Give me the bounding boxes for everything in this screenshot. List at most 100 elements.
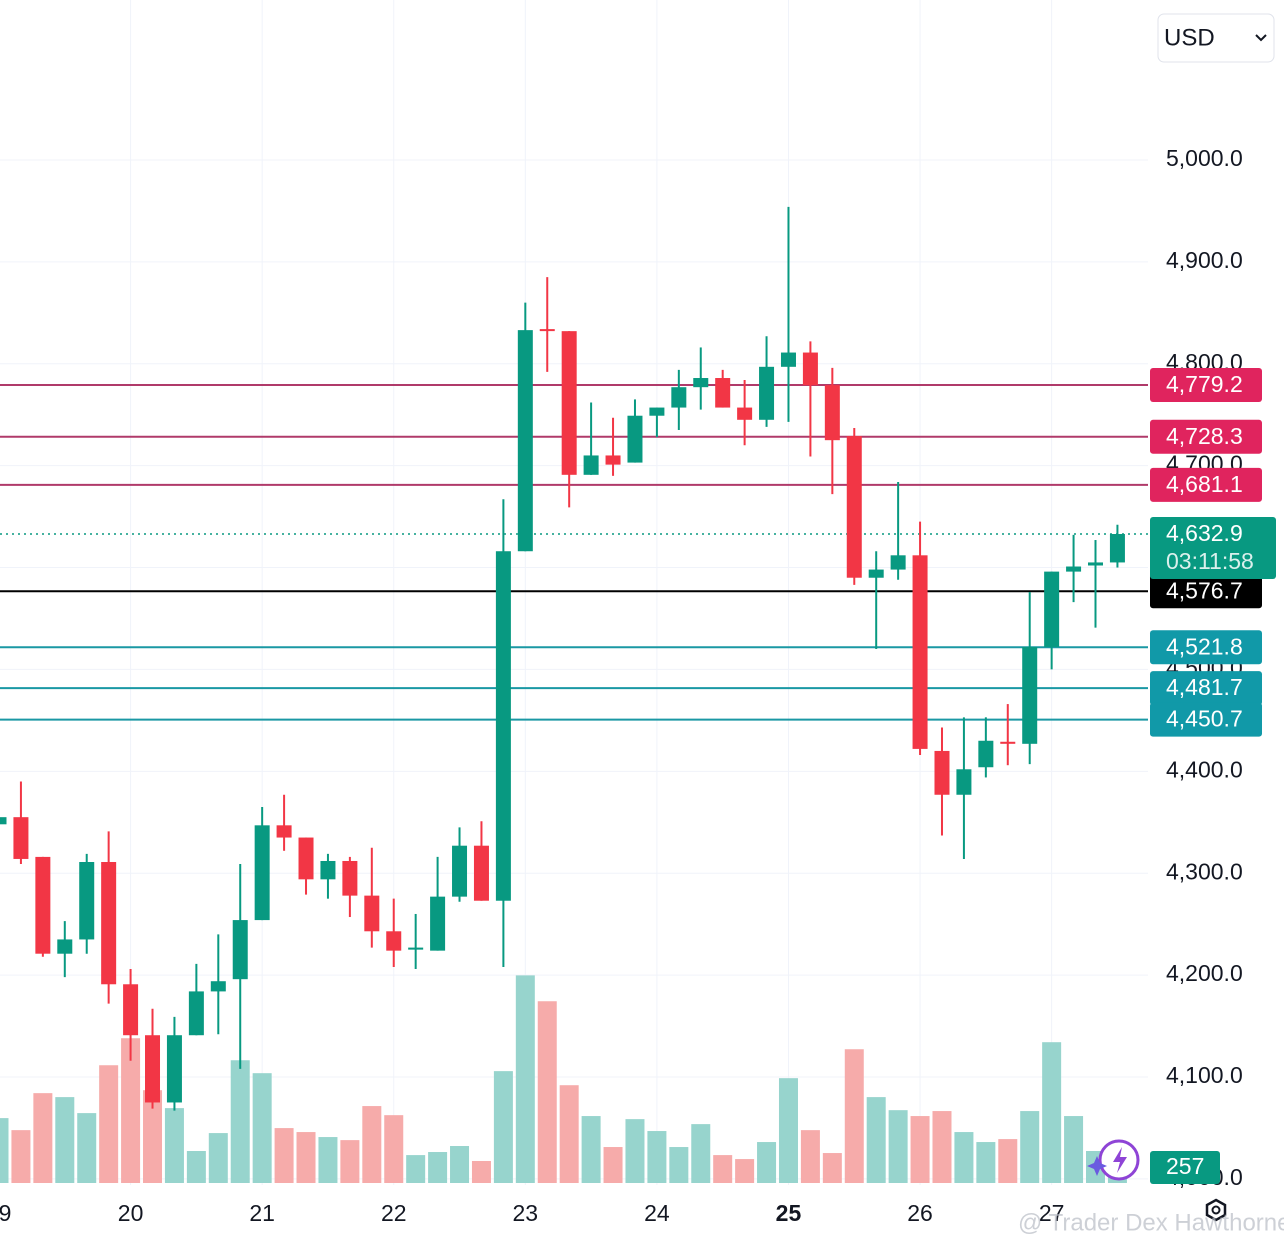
candle-body (561, 331, 577, 475)
gear[interactable] (1205, 1198, 1227, 1222)
volume-bar (647, 1131, 667, 1183)
candle-body (780, 352, 796, 367)
volume-bar (735, 1159, 755, 1183)
x-tick-label: 21 (249, 1200, 275, 1226)
candle-body (649, 407, 665, 416)
candle-body (254, 825, 270, 921)
candle-body (583, 455, 599, 475)
volume-bar (406, 1155, 426, 1183)
candle-body (824, 385, 840, 441)
volume-bar (581, 1116, 601, 1183)
volume-bar (910, 1116, 930, 1183)
x-tick-label: 26 (907, 1200, 933, 1226)
volume-bar (954, 1132, 974, 1183)
candle-body (452, 845, 468, 897)
y-tick-label: 4,200.0 (1166, 960, 1243, 986)
candle-body (737, 407, 753, 420)
volume-bar (428, 1152, 448, 1183)
currency-select[interactable]: USD (1157, 13, 1275, 63)
level-tag-label: 4,728.3 (1166, 423, 1243, 449)
candle-body (188, 991, 204, 1036)
x-tick-label: 20 (118, 1200, 144, 1226)
candle-body (517, 330, 533, 552)
lightning-icon[interactable] (1087, 1139, 1140, 1181)
candle-body (1109, 534, 1125, 563)
volume-tag (1150, 1151, 1220, 1184)
level-tag-label: 4,521.8 (1166, 633, 1243, 659)
candle-body (802, 352, 818, 386)
volume-bar (778, 1078, 798, 1183)
volume-bar (11, 1130, 31, 1183)
levels (0, 383, 1148, 721)
volume-bar (559, 1085, 579, 1183)
level-tag (1150, 574, 1262, 609)
level-tag (1150, 671, 1262, 706)
y-tick-label: 4,900.0 (1166, 247, 1243, 273)
candle-body (912, 555, 928, 749)
candles (0, 206, 1125, 1111)
candle-body (364, 895, 380, 932)
candle-body (1000, 741, 1016, 744)
volume-bar (186, 1151, 206, 1183)
volume-bar (208, 1133, 228, 1183)
candle-body (386, 931, 402, 951)
candle-body (1044, 571, 1060, 648)
level-tag-label: 4,576.7 (1166, 577, 1243, 603)
level-tag-label: 4,681.1 (1166, 471, 1243, 497)
candle-body (13, 817, 29, 859)
candle-body (715, 378, 731, 408)
candle-body (495, 551, 511, 901)
level-tag (1150, 467, 1262, 502)
candle-body (693, 378, 709, 388)
volume-bar (691, 1124, 711, 1183)
candle-body (890, 555, 906, 570)
currency-text[interactable]: USD (1164, 24, 1215, 51)
candle-body (35, 856, 51, 954)
candle-body (408, 947, 424, 950)
volume-bar (976, 1142, 996, 1183)
candle-body (145, 1035, 161, 1103)
volume-bar (998, 1139, 1018, 1183)
last-price-tag (1150, 517, 1276, 580)
candle-body (276, 825, 292, 838)
x-tick-label: 25 (776, 1200, 802, 1226)
candle-body (1088, 562, 1103, 566)
volume-bar (1020, 1111, 1040, 1183)
volume-tag-label: 257 (1166, 1153, 1204, 1179)
x-tick-label: 9 (0, 1200, 11, 1226)
icon-bolt (1113, 1147, 1127, 1173)
candle-body (671, 387, 687, 408)
volume-bar (99, 1065, 119, 1183)
candle-body (934, 750, 950, 795)
candle-body (342, 860, 358, 896)
level-tag (1150, 630, 1262, 665)
last-price-label: 4,632.9 (1166, 520, 1243, 546)
volume-bar (822, 1153, 842, 1183)
volume-bar (33, 1093, 53, 1183)
volume-bar (625, 1119, 645, 1183)
level-tag (1150, 419, 1262, 454)
y-tick-label: 5,000.0 (1166, 145, 1243, 171)
volume-bar (1042, 1042, 1062, 1183)
candle-body (298, 837, 314, 880)
settings-icon[interactable] (1205, 1198, 1227, 1222)
candle-body (101, 862, 117, 985)
volume-bar (77, 1113, 97, 1183)
countdown: 03:11:58 (1166, 548, 1254, 574)
currency-box[interactable] (1157, 13, 1275, 63)
volume-bar (384, 1115, 404, 1183)
level-tag-label: 4,450.7 (1166, 706, 1243, 732)
candle-body (57, 939, 73, 954)
x-tick-label: 27 (1039, 1200, 1065, 1226)
volume-bar (844, 1049, 864, 1183)
volume-bar (757, 1142, 777, 1183)
candle-body (0, 817, 7, 825)
candle-body (430, 896, 446, 951)
volume-bar (515, 975, 535, 1183)
volume-bar (318, 1137, 338, 1183)
candle-body (473, 845, 489, 901)
y-tick-label: 4,100.0 (1166, 1062, 1243, 1088)
volume-bar (450, 1146, 470, 1183)
candle-body (123, 984, 139, 1036)
